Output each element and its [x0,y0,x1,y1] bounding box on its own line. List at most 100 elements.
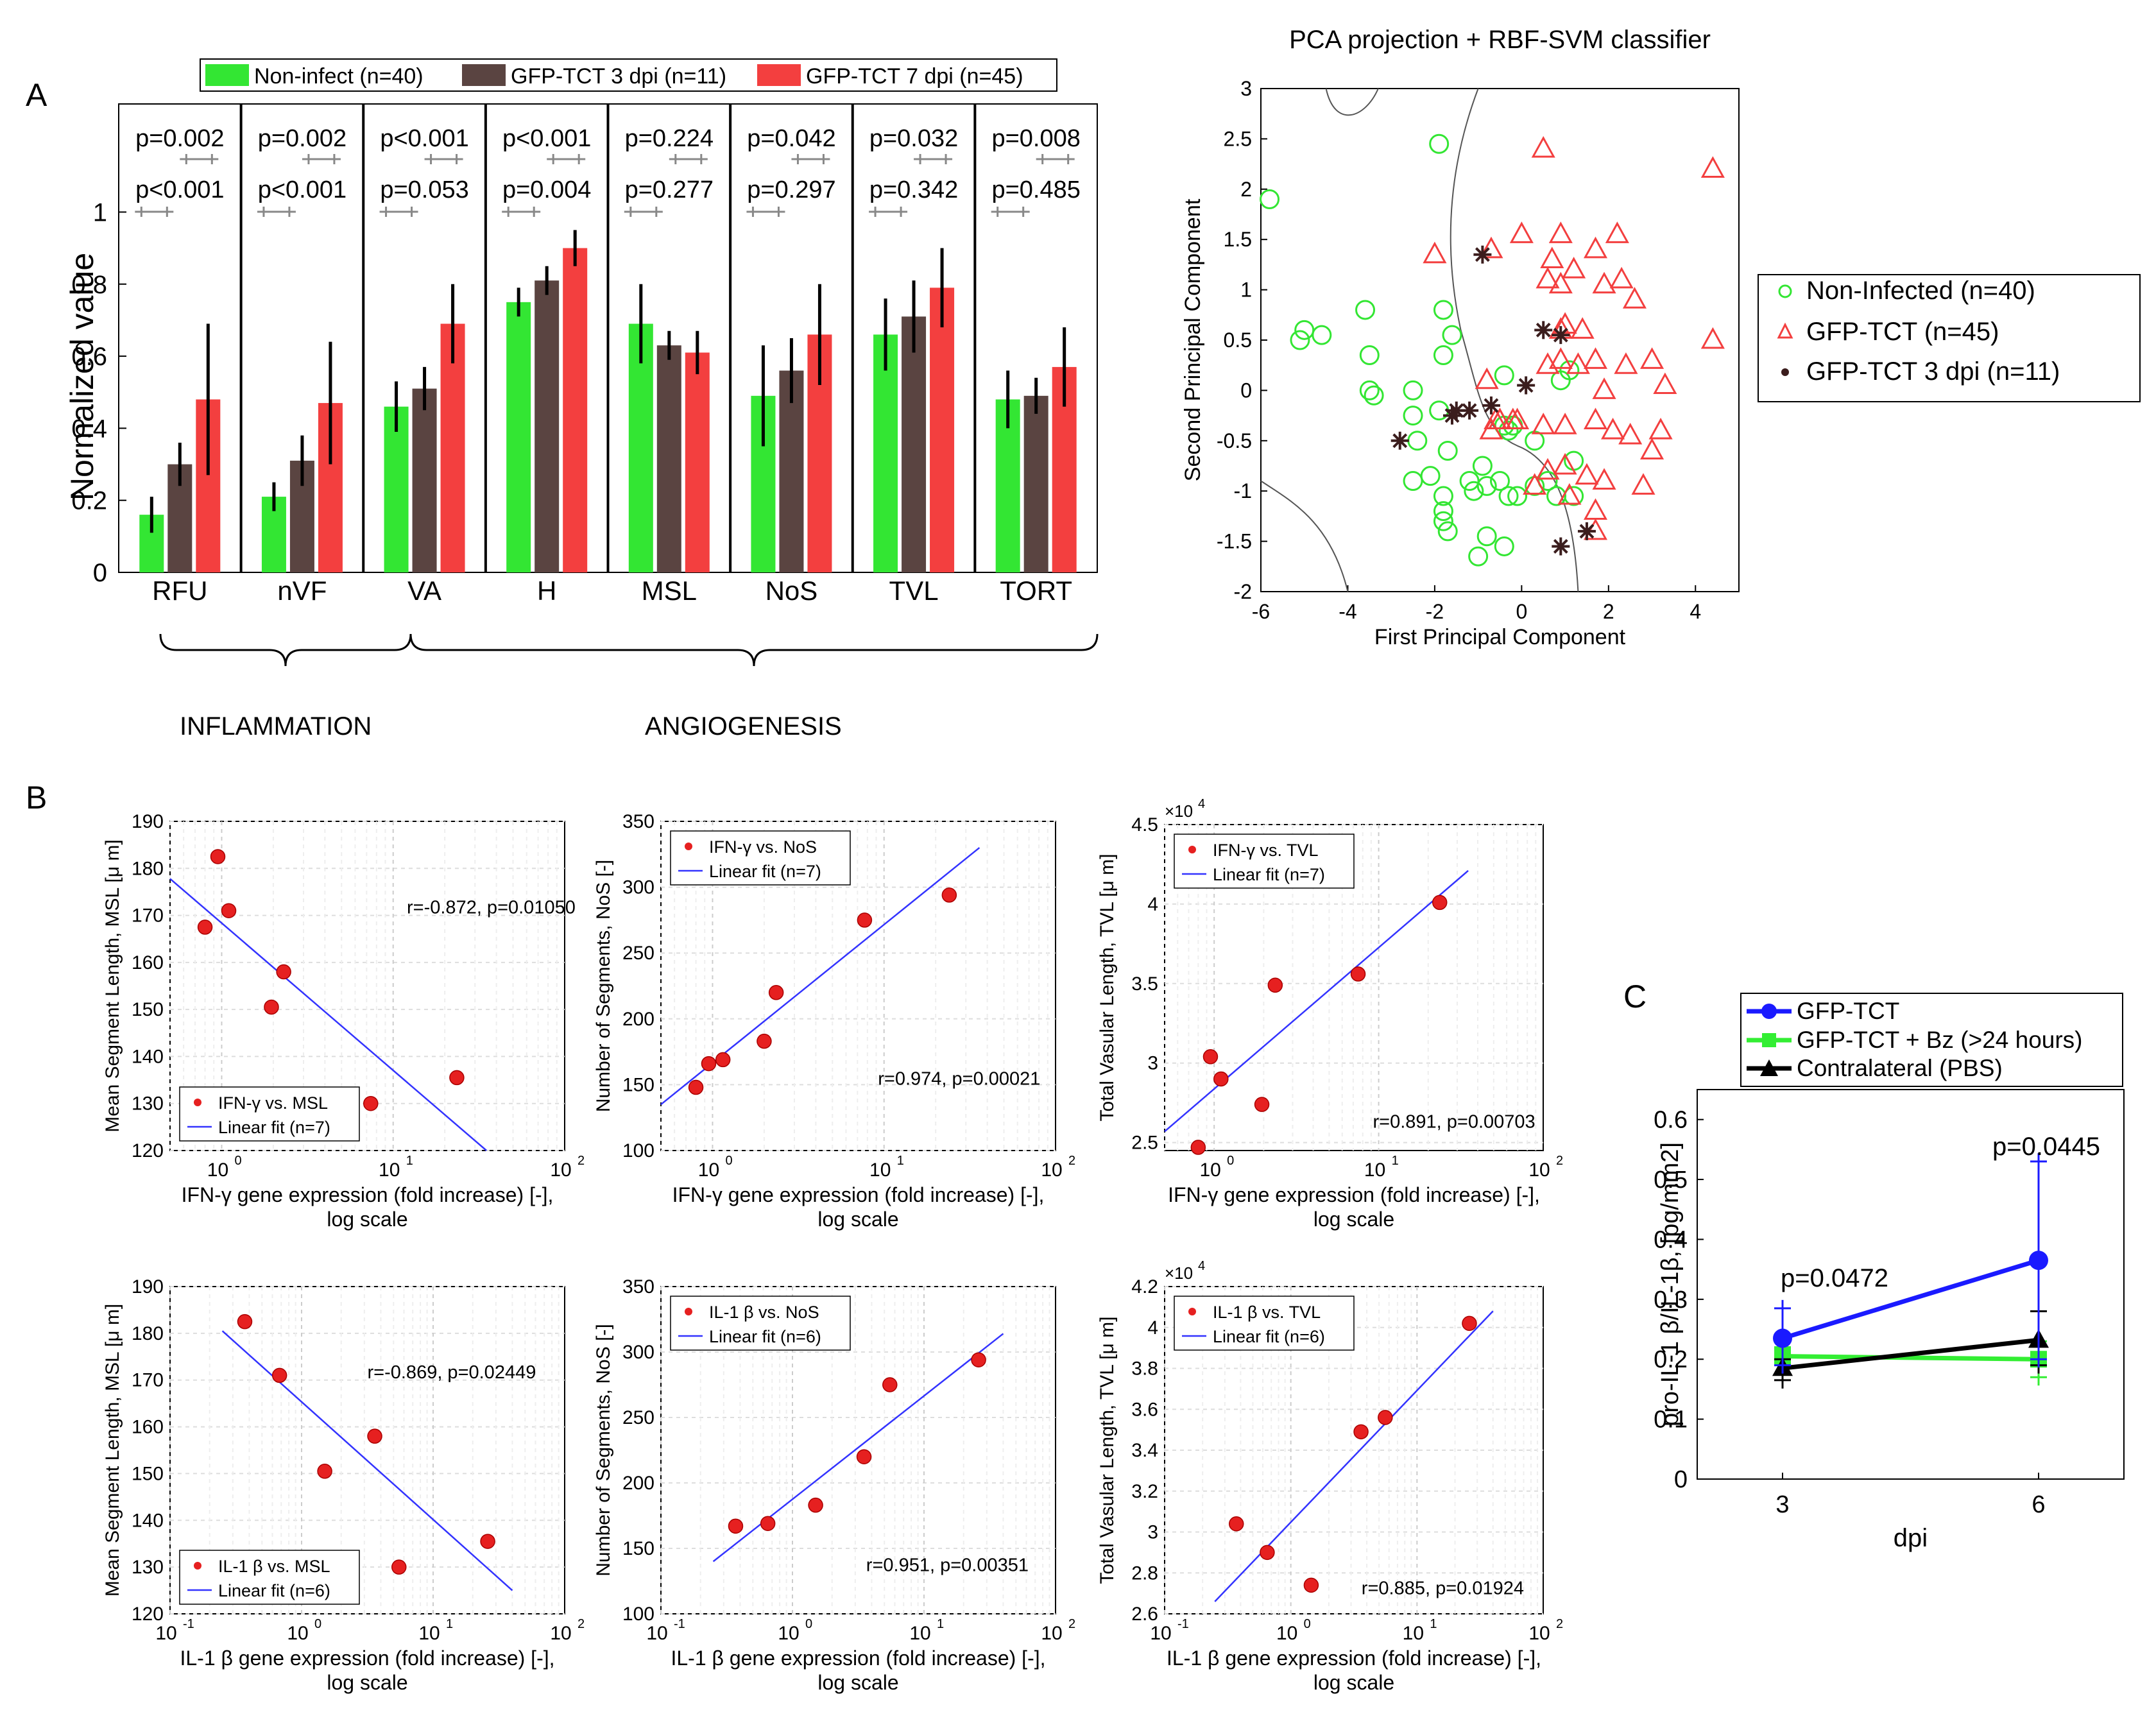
y-tick-label: 2.8 [1131,1562,1158,1584]
pca-point-noninfected [1433,501,1453,522]
pca-point-noninfected [1442,325,1462,345]
data-point [271,1367,287,1383]
legend-label-1: Linear fit (n=6) [709,1327,821,1346]
pca-point-gfp [1618,422,1643,445]
x-axis-label-2: log scale [327,1671,407,1694]
legend-label-1: Linear fit (n=6) [1213,1327,1325,1346]
y-tick-label: 0.6 [71,343,107,371]
pca-point-noninfected [1437,440,1458,461]
y-tick-label: 100 [622,1604,654,1625]
x-tick-label: 10 [1041,1623,1062,1644]
pca-legend-label-0: Non-Infected (n=40) [1806,277,2035,305]
y-tick-label: 0.1 [1654,1407,1688,1434]
y-axis-label: Mean Segment Length, MSL [μ m] [102,839,123,1132]
series-line-1 [1782,1354,2039,1362]
y-tick-label: 0.5 [1654,1167,1688,1194]
x-axis-label-2: log scale [327,1208,407,1231]
y-axis-label: Mean Segment Length, MSL [μ m] [102,1304,123,1596]
p-value-top: p=0.224 [625,125,714,152]
data-point [1378,1410,1393,1425]
x-tick-exponent: 0 [1227,1154,1234,1168]
line-chart-c: 0 0.1 0.2 0.3 0.4 0.5 0.6 3 6 dpi pro-IL-1 β/IL-1β… [1654,993,2125,1552]
pca-point-noninfected [1494,536,1514,556]
y-multiplier-exponent: 4 [1198,797,1205,811]
y-tick-label: 1.5 [1224,228,1252,251]
category-label: NoS [766,576,818,606]
y-tick-label: 0.5 [1224,329,1252,352]
pca-point-3dpi [1482,396,1500,415]
bar-1 [902,316,927,572]
y-multiplier-exponent: 4 [1198,1259,1205,1273]
bar-2 [685,352,710,572]
pca-point-gfp [1592,271,1616,294]
data-point [757,1033,772,1049]
y-tick-label: 3 [1240,77,1252,100]
c-plot-frame [1697,1089,2125,1480]
y-tick-label: 130 [132,1093,164,1115]
pca-point-gfp [1700,327,1725,349]
legend-marker [685,843,692,850]
p-value-bottom: p=0.297 [747,176,835,203]
y-multiplier-base: ×10 [1165,1263,1193,1283]
brace-inflammation [159,633,412,667]
y-tick-label: 3.2 [1131,1481,1158,1502]
pca-point-gfp [1583,518,1608,540]
brace-angiogenesis [409,633,1099,667]
pca-point-gfp [1548,271,1573,294]
y-axis-label: Number of Segments, NoS [-] [593,1324,614,1577]
legend-box [670,830,851,886]
pca-point-noninfected [1472,456,1493,476]
x-tick-exponent: 1 [1392,1154,1399,1168]
pca-point-gfp [1605,221,1629,243]
data-point [857,912,873,928]
correlation-annotation: r=-0.869, p=0.02449 [368,1362,536,1383]
y-multiplier-base: ×10 [1165,801,1193,821]
x-tick-label: 6 [2032,1491,2045,1518]
bar-1 [779,370,804,572]
category-label: VA [407,576,441,606]
pca-point-noninfected [1433,486,1453,506]
pca-point-noninfected [1290,330,1310,350]
pca-point-gfp [1592,468,1616,490]
x-tick-exponent: 2 [578,1154,585,1168]
pca-plot-frame [1260,88,1740,592]
pca-point-noninfected [1429,133,1450,154]
x-axis-label: dpi [1894,1524,1928,1552]
pca-point-gfp [1475,367,1499,389]
data-point [1462,1315,1477,1331]
data-point [1303,1577,1319,1593]
pca-point-gfp [1553,413,1577,434]
data-point [1213,1071,1229,1087]
y-tick-label: 150 [132,999,164,1020]
y-axis-label: Normalized value [64,253,100,501]
pca-point-gfp [1505,407,1530,429]
legend-marker-3dpi [1781,368,1789,376]
correlation-chart-4: 120 130 140 150 160 170 180 190 10 -1 10 0 10 1 10 2 IL-… [102,1276,585,1694]
p-value-top: p<0.001 [380,125,468,152]
pca-legend-label-2: GFP-TCT 3 dpi (n=11) [1806,357,2060,386]
data-point [367,1428,382,1444]
pca-point-noninfected [1468,546,1489,567]
c-annotation-1: p=0.0445 [1992,1133,2100,1161]
data-point [1228,1516,1244,1532]
pca-point-noninfected [1507,486,1528,506]
data-point [1260,1545,1275,1561]
pca-point-noninfected [1364,385,1384,406]
pca-point-3dpi [1460,401,1479,420]
p-value-top: p=0.002 [135,125,224,152]
y-tick-label: 180 [132,858,164,879]
y-tick-label: 4.2 [1131,1276,1158,1297]
legend-marker [194,1562,201,1570]
pca-point-noninfected [1559,360,1580,381]
y-axis-label: Total Vasular Length, TVL [μ m] [1097,1317,1118,1584]
data-point [317,1464,332,1479]
x-axis-label: IL-1 β gene expression (fold increase) [… [671,1647,1045,1670]
pca-point-noninfected [1312,325,1332,345]
x-tick-label: 10 [1199,1160,1220,1181]
category-label: TORT [1000,576,1072,606]
pca-point-3dpi [1552,537,1570,556]
y-tick-label: 160 [132,1417,164,1438]
